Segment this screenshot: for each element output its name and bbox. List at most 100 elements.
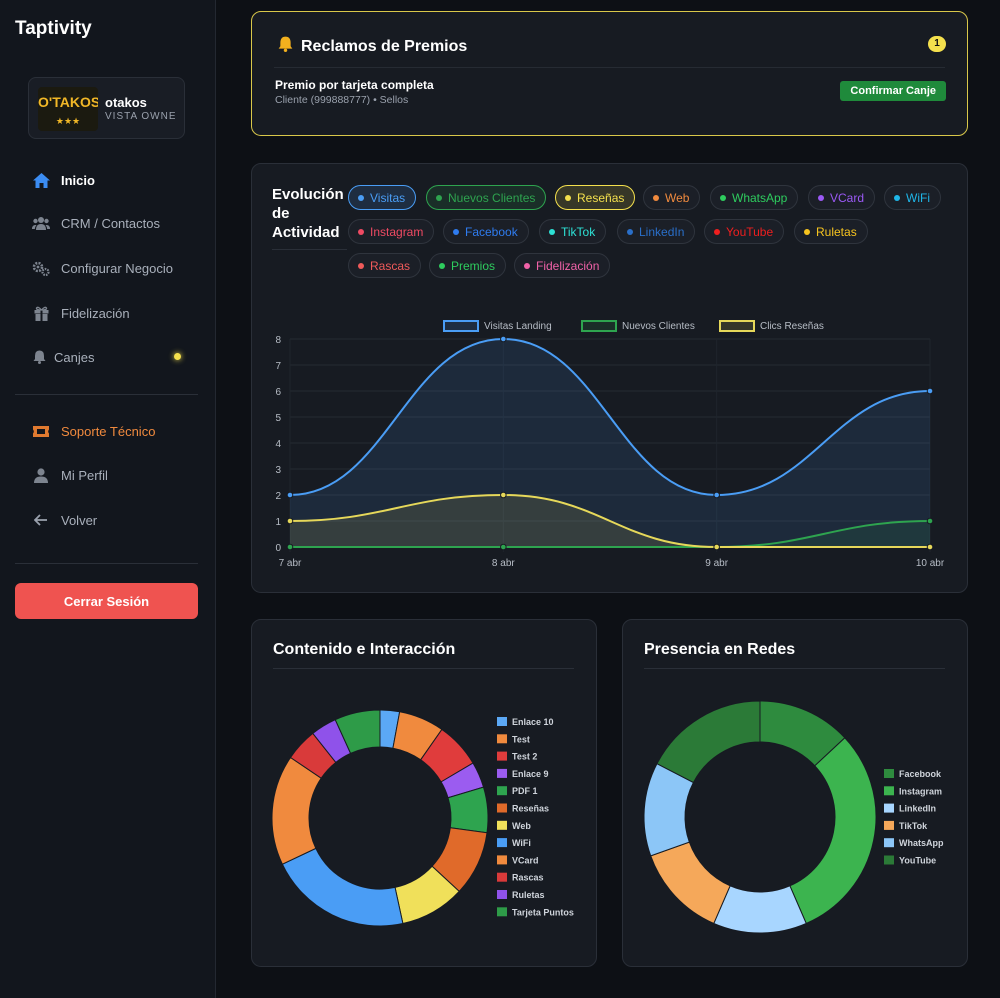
legend-swatch bbox=[443, 320, 479, 332]
sidebar-divider bbox=[15, 563, 198, 564]
sidebar-item-canjes[interactable]: Canjes bbox=[32, 345, 94, 369]
filter-chip-resenas[interactable]: Reseñas bbox=[555, 185, 636, 210]
data-point bbox=[713, 491, 720, 499]
legend-swatch bbox=[497, 838, 507, 848]
legend-label: Facebook bbox=[899, 769, 942, 779]
legend-label: WiFi bbox=[512, 838, 531, 848]
arrow-left-icon bbox=[32, 511, 50, 529]
legend-swatch bbox=[884, 803, 894, 813]
x-tick-label: 7 abr bbox=[279, 558, 302, 569]
legend-label: Enlace 10 bbox=[512, 717, 554, 727]
home-icon bbox=[32, 171, 50, 189]
filter-chip-rascas[interactable]: Rascas bbox=[348, 253, 422, 278]
gift-icon bbox=[32, 304, 50, 322]
sidebar-item-perfil[interactable]: Mi Perfil bbox=[32, 463, 108, 487]
business-card[interactable]: O'TAKOS ★★★ otakos VISTA OWNER bbox=[28, 77, 185, 139]
legend-swatch bbox=[884, 769, 894, 778]
social-donut-chart: Facebook Instagram LinkedIn TikTok WhatsApp Y… bbox=[643, 700, 944, 934]
legend-label: Tarjeta Puntos bbox=[512, 907, 574, 917]
sidebar-item-label: Inicio bbox=[61, 172, 95, 188]
legend-swatch bbox=[497, 820, 507, 830]
sidebar-item-soporte[interactable]: Soporte Técnico bbox=[32, 419, 155, 443]
claims-title: Reclamos de Premios bbox=[278, 36, 467, 57]
legend-swatch bbox=[497, 855, 507, 865]
data-point bbox=[286, 517, 294, 525]
data-point bbox=[500, 491, 507, 499]
confirm-redeem-button[interactable]: Confirmar Canje bbox=[840, 81, 946, 101]
content-donut-chart: Enlace 10 Test Test 2 Enlace 9 PDF 1 Reseñas W… bbox=[271, 709, 574, 927]
filter-chip-ruletas[interactable]: Ruletas bbox=[794, 219, 868, 244]
legend-swatch bbox=[884, 786, 894, 796]
sidebar-divider bbox=[15, 394, 198, 395]
sidebar-item-configurar[interactable]: Configurar Negocio bbox=[32, 256, 173, 280]
sidebar: Taptivity O'TAKOS ★★★ otakos VISTA OWNER… bbox=[0, 0, 216, 998]
bell-icon bbox=[278, 36, 293, 57]
sidebar-item-volver[interactable]: Volver bbox=[32, 508, 97, 532]
claims-count-badge: 1 bbox=[928, 36, 946, 52]
filter-chip-premios[interactable]: Premios bbox=[429, 253, 507, 278]
legend-label: Test bbox=[512, 734, 530, 744]
claims-title-text: Reclamos de Premios bbox=[301, 37, 468, 55]
legend-swatch bbox=[497, 786, 507, 796]
legend-label: Clics Reseñas bbox=[760, 321, 824, 332]
y-tick-label: 0 bbox=[275, 543, 281, 554]
filter-chip-visitas[interactable]: Visitas bbox=[348, 185, 417, 210]
logout-button[interactable]: Cerrar Sesión bbox=[15, 583, 198, 619]
filter-chip-vcard[interactable]: VCard bbox=[808, 185, 876, 210]
filter-chip-wifi[interactable]: WiFi bbox=[884, 185, 941, 210]
content-card-divider bbox=[273, 668, 574, 669]
legend-label: LinkedIn bbox=[899, 804, 936, 814]
legend-label: Web bbox=[512, 821, 531, 831]
y-tick-label: 7 bbox=[275, 361, 281, 372]
legend-swatch bbox=[497, 803, 507, 813]
users-icon bbox=[32, 214, 50, 232]
bell-icon bbox=[32, 348, 46, 366]
content-interaction-card: Contenido e Interacción Enlace 10 Test Tes… bbox=[251, 619, 597, 967]
filter-chip-instagram[interactable]: Instagram bbox=[348, 219, 435, 244]
filter-chip-web[interactable]: Web bbox=[643, 185, 701, 210]
filter-chip-fidelizacion[interactable]: Fidelización bbox=[514, 253, 611, 278]
legend-swatch bbox=[497, 907, 507, 917]
business-logo: O'TAKOS ★★★ bbox=[38, 87, 98, 131]
legend-swatch bbox=[497, 768, 507, 778]
y-tick-label: 2 bbox=[275, 491, 281, 502]
sidebar-item-inicio[interactable]: Inicio bbox=[32, 168, 95, 192]
filter-chip-whatsapp[interactable]: WhatsApp bbox=[710, 185, 799, 210]
legend-label: Test 2 bbox=[512, 752, 537, 762]
activity-card: Evolución de Actividad Visitas Nuevos Cl… bbox=[251, 163, 968, 593]
filter-chip-linkedin[interactable]: LinkedIn bbox=[617, 219, 696, 244]
series-area bbox=[290, 521, 930, 547]
filter-chip-youtube[interactable]: YouTube bbox=[704, 219, 785, 244]
filter-chip-facebook[interactable]: Facebook bbox=[443, 219, 529, 244]
series-line bbox=[289, 493, 930, 549]
sidebar-item-label: Canjes bbox=[54, 349, 95, 365]
sidebar-item-fidelizacion[interactable]: Fidelización bbox=[32, 301, 130, 325]
claim-subtitle: Cliente (999888777) • Sellos bbox=[275, 94, 409, 106]
y-tick-label: 8 bbox=[275, 335, 281, 346]
legend-label: Nuevos Clientes bbox=[622, 321, 695, 332]
y-tick-label: 5 bbox=[275, 413, 281, 424]
notification-dot bbox=[174, 353, 181, 360]
y-tick-label: 4 bbox=[275, 439, 281, 450]
y-tick-label: 3 bbox=[275, 465, 281, 476]
legend-swatch bbox=[884, 838, 894, 848]
x-tick-label: 10 abr bbox=[916, 558, 945, 569]
filter-chip-nuevos-clientes[interactable]: Nuevos Clientes bbox=[426, 185, 547, 210]
sidebar-item-label: Fidelización bbox=[61, 305, 130, 321]
social-card-divider bbox=[644, 668, 945, 669]
ticket-icon bbox=[32, 422, 50, 440]
activity-title: Evolución de Actividad bbox=[272, 186, 344, 241]
filter-chip-tiktok[interactable]: TikTok bbox=[539, 219, 607, 244]
sidebar-item-label: Soporte Técnico bbox=[61, 423, 156, 439]
sidebar-item-crm[interactable]: CRM / Contactos bbox=[32, 211, 160, 235]
x-tick-label: 9 abr bbox=[705, 558, 728, 569]
claim-title: Premio por tarjeta completa bbox=[275, 78, 434, 92]
content-card-title: Contenido e Interacción bbox=[273, 641, 456, 658]
gears-icon bbox=[32, 259, 50, 277]
legend-label: VCard bbox=[512, 855, 539, 865]
social-card-title: Presencia en Redes bbox=[644, 641, 796, 658]
legend-swatch bbox=[884, 820, 894, 830]
sidebar-item-label: Volver bbox=[61, 512, 98, 528]
x-tick-label: 8 abr bbox=[492, 558, 515, 569]
pie-slice bbox=[281, 847, 404, 927]
